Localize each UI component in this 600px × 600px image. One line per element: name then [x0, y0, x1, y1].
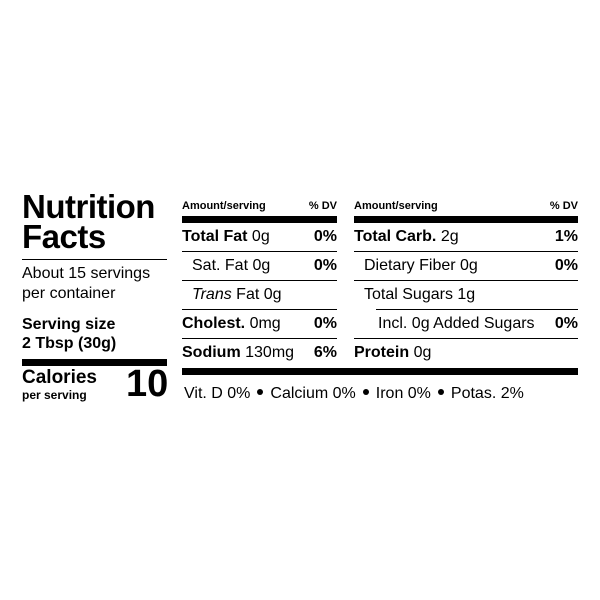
servings-per-container: About 15 servings per container	[22, 265, 151, 302]
thick-divider	[182, 368, 578, 375]
bullet-icon	[257, 388, 264, 395]
nutrient-row-total-sugars: Total Sugars 1g	[364, 286, 476, 303]
calories-sub: per serving	[22, 388, 87, 402]
nutrient-row-sodium: Sodium 130mg 6%	[182, 344, 337, 361]
bullet-icon	[362, 388, 369, 395]
nutrient-row-total-carb: Total Carb. 2g 1%	[354, 228, 578, 245]
label-title: Nutrition Facts	[22, 188, 155, 255]
iron: Iron 0%	[375, 385, 431, 402]
divider	[182, 251, 337, 252]
thick-divider	[354, 216, 578, 223]
serving-size: Serving size 2 Tbsp (30g)	[22, 316, 117, 352]
nutrient-row-cholesterol: Cholest. 0mg 0%	[182, 315, 337, 332]
calories-label: Calories	[22, 367, 97, 388]
potassium: Potas. 2%	[450, 385, 524, 402]
divider	[182, 338, 337, 339]
divider	[354, 251, 578, 252]
divider	[376, 309, 578, 310]
divider	[182, 309, 337, 310]
nutrition-facts-label: Nutrition Facts About 15 servings per co…	[22, 188, 578, 410]
calories-value: 10	[126, 363, 169, 405]
nutrient-row-trans-fat: Trans Fat 0g	[192, 286, 282, 303]
divider	[354, 338, 578, 339]
amount-header: Amount/serving	[354, 200, 438, 212]
nutrient-row-dietary-fiber: Dietary Fiber 0g 0%	[364, 257, 578, 274]
calcium: Calcium 0%	[270, 385, 356, 402]
divider	[182, 280, 337, 281]
nutrient-row-added-sugars: Incl. 0g Added Sugars 0%	[378, 315, 578, 332]
nutrient-row-sat-fat: Sat. Fat 0g 0%	[192, 257, 337, 274]
vitamin-d: Vit. D 0%	[184, 385, 251, 402]
divider	[22, 259, 167, 260]
thick-divider	[22, 359, 167, 366]
nutrient-row-protein: Protein 0g	[354, 344, 432, 361]
nutrient-row-total-fat: Total Fat 0g 0%	[182, 228, 337, 245]
amount-header: Amount/serving	[182, 200, 266, 212]
dv-header: % DV	[308, 200, 337, 212]
divider	[354, 280, 578, 281]
thick-divider	[182, 216, 337, 223]
dv-header: % DV	[549, 200, 578, 212]
bullet-icon	[437, 388, 444, 395]
vitamins-minerals-line: Vit. D 0% Calcium 0% Iron 0% Potas. 2%	[184, 385, 524, 403]
